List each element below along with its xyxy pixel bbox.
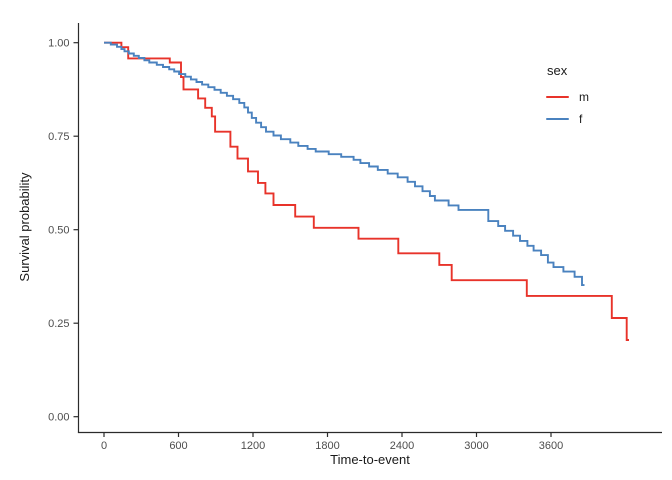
y-tick-label: 0.75	[48, 131, 69, 143]
legend-title: sex	[547, 63, 568, 78]
legend-label: f	[579, 112, 583, 126]
x-tick-label: 1200	[241, 440, 265, 452]
survival-curve-f	[104, 41, 585, 287]
legend-item-f: f	[546, 112, 666, 126]
x-tick-label: 0	[101, 440, 107, 452]
legend-line-swatch-m	[546, 96, 569, 98]
legend-item-m: m	[546, 90, 666, 104]
y-tick-label: 0.50	[48, 225, 69, 237]
survival-curve-m	[104, 41, 629, 341]
y-tick-label: 0.25	[48, 318, 69, 330]
x-tick-label: 2400	[390, 440, 414, 452]
y-tick-label: 1.00	[48, 38, 69, 50]
y-axis-title: Survival probability	[17, 172, 32, 282]
x-tick-label: 3000	[464, 440, 488, 452]
x-tick-label: 600	[169, 440, 187, 452]
x-tick-label: 3600	[539, 440, 563, 452]
x-axis-title: Time-to-event	[330, 452, 410, 467]
legend-label: m	[579, 90, 589, 104]
x-tick-label: 1800	[315, 440, 339, 452]
y-tick-label: 0.00	[48, 412, 69, 424]
legend-line-swatch-f	[546, 118, 569, 120]
